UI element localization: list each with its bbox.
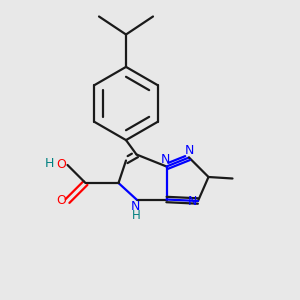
Text: O: O (56, 158, 66, 172)
Text: N: N (161, 153, 170, 167)
Text: N: N (188, 195, 197, 208)
Text: N: N (184, 144, 194, 158)
Text: O: O (56, 194, 66, 208)
Text: H: H (45, 157, 54, 170)
Text: H: H (132, 208, 141, 222)
Text: N: N (131, 200, 141, 213)
